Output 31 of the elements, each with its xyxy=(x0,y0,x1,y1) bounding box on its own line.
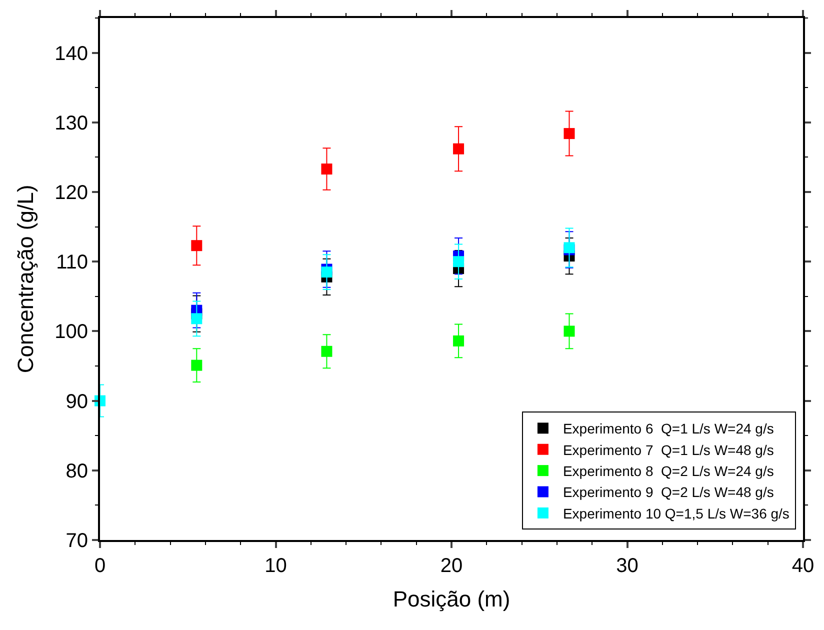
legend-label: Experimento 8 Q=2 L/s W=24 g/s xyxy=(562,463,774,480)
x-tick-label: 30 xyxy=(616,555,638,577)
x-tick-label: 20 xyxy=(440,555,463,577)
y-tick-label: 70 xyxy=(66,530,88,552)
x-tick-label: 10 xyxy=(264,555,287,577)
y-tick-label: 110 xyxy=(56,252,88,274)
point xyxy=(564,128,575,140)
y-tick-label: 90 xyxy=(66,390,88,413)
y-tick-label: 100 xyxy=(54,321,88,344)
y-tick-label: 140 xyxy=(54,42,88,65)
point xyxy=(564,326,575,337)
point xyxy=(453,335,464,346)
legend-label: Experimento 7 Q=1 L/s W=48 g/s xyxy=(562,442,774,458)
point xyxy=(453,143,464,154)
point xyxy=(191,240,202,252)
x-axis-title: Posição (m) xyxy=(392,586,510,612)
point xyxy=(321,164,332,175)
point xyxy=(321,266,332,278)
x-tick-label: 40 xyxy=(792,555,814,577)
legend-label: Experimento 10 Q=1,5 L/s W=36 g/s xyxy=(562,505,790,522)
y-tick-label: 80 xyxy=(66,460,88,482)
legend-label: Experimento 6 Q=1 L/s W=24 g/s xyxy=(562,420,774,437)
x-tick-label: 0 xyxy=(94,555,106,577)
legend-label: Experimento 9 Q=2 L/s W=48 g/s xyxy=(562,484,774,500)
point xyxy=(453,256,464,268)
y-tick-label: 120 xyxy=(54,182,88,204)
point xyxy=(191,313,202,324)
point xyxy=(321,346,332,357)
point xyxy=(191,360,202,371)
y-tick-label: 130 xyxy=(54,112,88,134)
y-axis-title: Concentração (g/L) xyxy=(12,184,38,374)
